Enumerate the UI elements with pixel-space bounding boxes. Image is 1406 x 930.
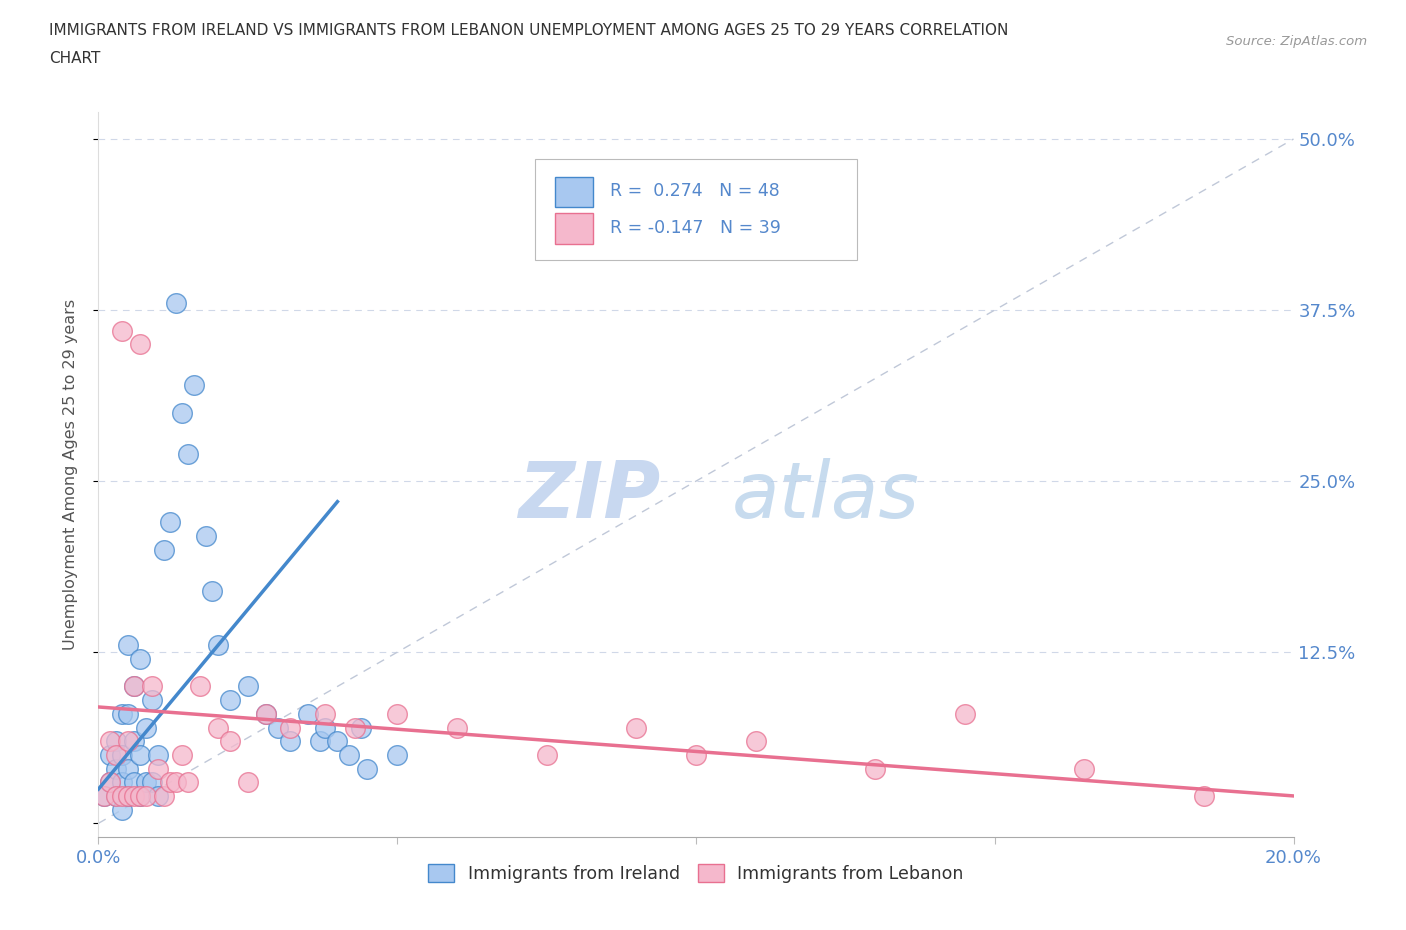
Point — [297, 707, 319, 722]
Y-axis label: Unemployment Among Ages 25 to 29 years: Unemployment Among Ages 25 to 29 years — [63, 299, 77, 650]
Point — [626, 720, 648, 735]
Point — [254, 707, 277, 722]
Point — [98, 775, 122, 790]
Point — [315, 707, 337, 722]
Point — [446, 720, 468, 735]
Point — [117, 638, 139, 653]
Point — [129, 337, 152, 352]
Point — [105, 789, 128, 804]
Point — [159, 515, 181, 530]
Point — [124, 775, 146, 790]
Point — [308, 734, 330, 749]
Point — [117, 789, 139, 804]
Point — [1073, 761, 1095, 776]
Point — [141, 679, 163, 694]
Point — [315, 720, 337, 735]
Point — [953, 707, 976, 722]
Point — [685, 748, 707, 763]
Point — [236, 679, 259, 694]
Point — [254, 707, 277, 722]
Point — [135, 789, 157, 804]
Point — [111, 748, 134, 763]
Point — [105, 789, 128, 804]
Point — [745, 734, 768, 749]
Point — [129, 652, 152, 667]
Point — [135, 775, 157, 790]
Point — [207, 638, 229, 653]
Point — [195, 528, 218, 543]
Bar — [555, 177, 593, 207]
Point — [177, 775, 200, 790]
Text: R = -0.147   N = 39: R = -0.147 N = 39 — [610, 219, 780, 236]
Point — [201, 583, 224, 598]
Point — [278, 720, 301, 735]
Point — [105, 748, 128, 763]
Bar — [555, 213, 593, 244]
Text: Source: ZipAtlas.com: Source: ZipAtlas.com — [1226, 35, 1367, 48]
Point — [111, 707, 134, 722]
Point — [117, 734, 139, 749]
Point — [267, 720, 290, 735]
Point — [111, 775, 134, 790]
FancyBboxPatch shape — [534, 159, 858, 260]
Point — [153, 789, 176, 804]
Point — [124, 679, 146, 694]
Point — [124, 679, 146, 694]
Point — [183, 378, 205, 392]
Point — [356, 761, 378, 776]
Point — [165, 775, 187, 790]
Point — [148, 789, 170, 804]
Point — [93, 789, 115, 804]
Point — [278, 734, 301, 749]
Point — [219, 693, 242, 708]
Point — [141, 775, 163, 790]
Point — [129, 789, 152, 804]
Point — [111, 789, 134, 804]
Point — [148, 748, 170, 763]
Point — [105, 761, 128, 776]
Point — [124, 734, 146, 749]
Point — [326, 734, 349, 749]
Point — [148, 761, 170, 776]
Point — [172, 405, 194, 420]
Point — [93, 789, 115, 804]
Point — [1192, 789, 1215, 804]
Point — [98, 734, 122, 749]
Point — [129, 748, 152, 763]
Point — [865, 761, 887, 776]
Point — [207, 720, 229, 735]
Text: ZIP: ZIP — [517, 458, 661, 534]
Point — [153, 542, 176, 557]
Point — [536, 748, 558, 763]
Text: R =  0.274   N = 48: R = 0.274 N = 48 — [610, 182, 780, 200]
Point — [117, 761, 139, 776]
Point — [141, 693, 163, 708]
Point — [177, 446, 200, 461]
Point — [339, 748, 361, 763]
Point — [344, 720, 367, 735]
Point — [219, 734, 242, 749]
Point — [172, 748, 194, 763]
Point — [236, 775, 259, 790]
Point — [117, 789, 139, 804]
Point — [188, 679, 211, 694]
Point — [159, 775, 181, 790]
Point — [385, 748, 409, 763]
Text: IMMIGRANTS FROM IRELAND VS IMMIGRANTS FROM LEBANON UNEMPLOYMENT AMONG AGES 25 TO: IMMIGRANTS FROM IRELAND VS IMMIGRANTS FR… — [49, 23, 1008, 38]
Point — [98, 775, 122, 790]
Text: atlas: atlas — [733, 458, 920, 534]
Point — [350, 720, 373, 735]
Point — [135, 720, 157, 735]
Point — [129, 789, 152, 804]
Text: CHART: CHART — [49, 51, 101, 66]
Point — [111, 803, 134, 817]
Point — [165, 296, 187, 311]
Point — [105, 734, 128, 749]
Point — [117, 707, 139, 722]
Point — [111, 323, 134, 338]
Legend: Immigrants from Ireland, Immigrants from Lebanon: Immigrants from Ireland, Immigrants from… — [427, 864, 965, 883]
Point — [124, 789, 146, 804]
Point — [385, 707, 409, 722]
Point — [98, 748, 122, 763]
